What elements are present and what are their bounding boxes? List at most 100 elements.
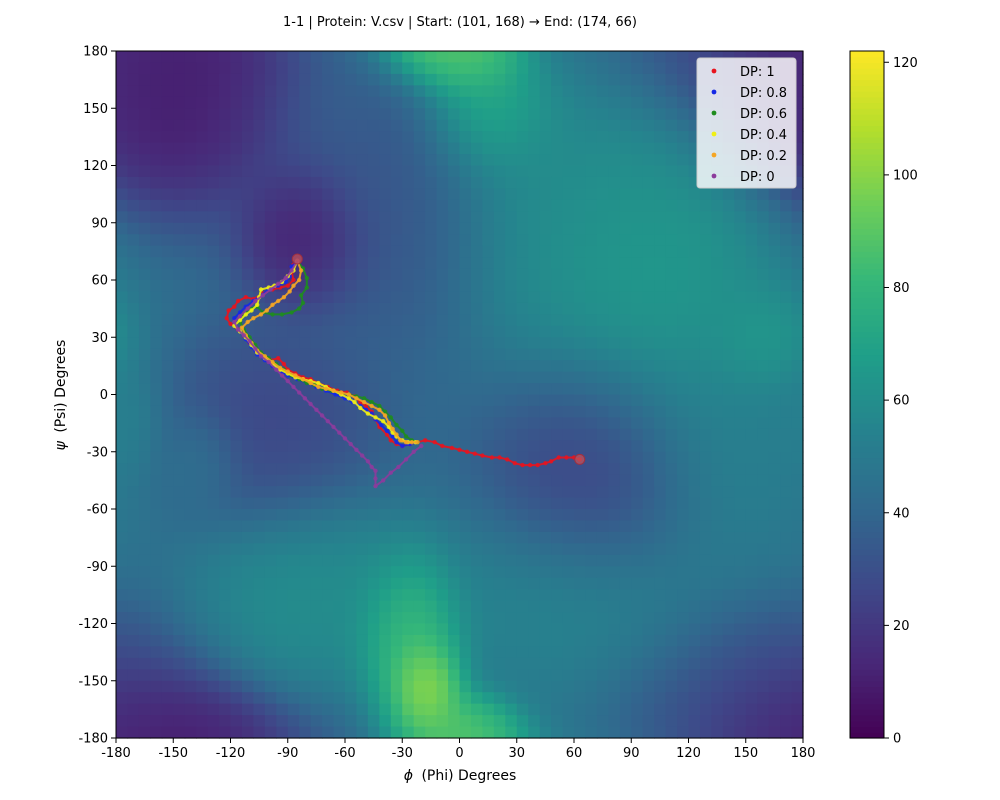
heatmap-cell	[264, 383, 277, 396]
heatmap-cell	[173, 314, 186, 327]
heatmap-cell	[345, 176, 358, 189]
heatmap-cell	[356, 417, 369, 430]
heatmap-cell	[791, 440, 804, 453]
heatmap-cell	[356, 680, 369, 693]
colorbar-segment	[850, 182, 884, 189]
heatmap-cell	[768, 417, 781, 430]
heatmap-cell	[413, 268, 426, 281]
heatmap-cell	[677, 142, 690, 155]
heatmap-cell	[356, 188, 369, 201]
heatmap-cell	[425, 417, 438, 430]
series-point	[245, 306, 250, 311]
heatmap-cell	[791, 646, 804, 659]
series-point	[388, 415, 393, 420]
heatmap-cell	[711, 348, 724, 361]
heatmap-cell	[436, 612, 449, 625]
heatmap-cell	[734, 199, 747, 212]
heatmap-cell	[413, 222, 426, 235]
heatmap-cell	[596, 268, 609, 281]
heatmap-cell	[516, 142, 529, 155]
heatmap-cell	[413, 428, 426, 441]
heatmap-cell	[574, 703, 587, 716]
heatmap-cell	[688, 394, 701, 407]
heatmap-cell	[585, 669, 598, 682]
heatmap-cell	[425, 451, 438, 464]
heatmap-cell	[230, 199, 243, 212]
heatmap-cell	[276, 176, 289, 189]
heatmap-cell	[665, 692, 678, 705]
heatmap-cell	[699, 383, 712, 396]
heatmap-cell	[459, 234, 472, 247]
heatmap-cell	[322, 646, 335, 659]
heatmap-cell	[379, 600, 392, 613]
heatmap-cell	[528, 154, 541, 167]
x-axis-label-text: (Phi) Degrees	[421, 768, 516, 784]
series-point	[304, 285, 309, 290]
heatmap-cell	[470, 257, 483, 270]
heatmap-cell	[276, 108, 289, 121]
heatmap-cell	[276, 623, 289, 636]
heatmap-cell	[745, 520, 758, 533]
heatmap-cell	[379, 222, 392, 235]
heatmap-cell	[688, 440, 701, 453]
heatmap-cell	[608, 268, 621, 281]
heatmap-cell	[425, 245, 438, 258]
heatmap-cell	[322, 188, 335, 201]
heatmap-cell	[219, 371, 232, 384]
heatmap-cell	[734, 234, 747, 247]
heatmap-cell	[493, 577, 506, 590]
heatmap-cell	[734, 222, 747, 235]
heatmap-cell	[241, 268, 254, 281]
heatmap-cell	[425, 131, 438, 144]
heatmap-cell	[493, 280, 506, 293]
heatmap-cell	[745, 543, 758, 556]
heatmap-cell	[367, 73, 380, 86]
series-point	[360, 453, 365, 458]
heatmap-cell	[299, 188, 312, 201]
y-tick-label: -60	[87, 503, 108, 518]
heatmap-cell	[367, 302, 380, 315]
heatmap-cell	[345, 703, 358, 716]
heatmap-cell	[608, 440, 621, 453]
heatmap-cell	[413, 715, 426, 728]
heatmap-cell	[516, 440, 529, 453]
heatmap-cell	[310, 154, 323, 167]
heatmap-cell	[528, 268, 541, 281]
heatmap-cell	[768, 371, 781, 384]
heatmap-cell	[219, 509, 232, 522]
heatmap-cell	[322, 96, 335, 109]
heatmap-cell	[173, 51, 186, 64]
heatmap-cell	[390, 245, 403, 258]
heatmap-cell	[677, 600, 690, 613]
heatmap-cell	[299, 222, 312, 235]
heatmap-cell	[390, 657, 403, 670]
heatmap-cell	[677, 222, 690, 235]
heatmap-cell	[196, 165, 209, 178]
heatmap-cell	[631, 337, 644, 350]
heatmap-cell	[608, 314, 621, 327]
heatmap-cell	[161, 257, 174, 270]
heatmap-cell	[585, 474, 598, 487]
heatmap-cell	[379, 314, 392, 327]
heatmap-cell	[768, 211, 781, 224]
heatmap-cell	[161, 497, 174, 510]
heatmap-cell	[196, 245, 209, 258]
heatmap-cell	[562, 383, 575, 396]
heatmap-cell	[768, 257, 781, 270]
heatmap-cell	[219, 280, 232, 293]
heatmap-cell	[322, 715, 335, 728]
heatmap-cell	[390, 360, 403, 373]
heatmap-cell	[711, 234, 724, 247]
heatmap-cell	[196, 222, 209, 235]
heatmap-cell	[596, 348, 609, 361]
heatmap-cell	[677, 623, 690, 636]
heatmap-cell	[470, 474, 483, 487]
heatmap-cell	[367, 257, 380, 270]
colorbar-segment	[850, 531, 884, 539]
heatmap-cell	[562, 589, 575, 602]
heatmap-cell	[516, 154, 529, 167]
colorbar-segment	[850, 388, 884, 396]
heatmap-cell	[230, 73, 243, 86]
heatmap-cell	[379, 245, 392, 258]
heatmap-cell	[608, 554, 621, 567]
